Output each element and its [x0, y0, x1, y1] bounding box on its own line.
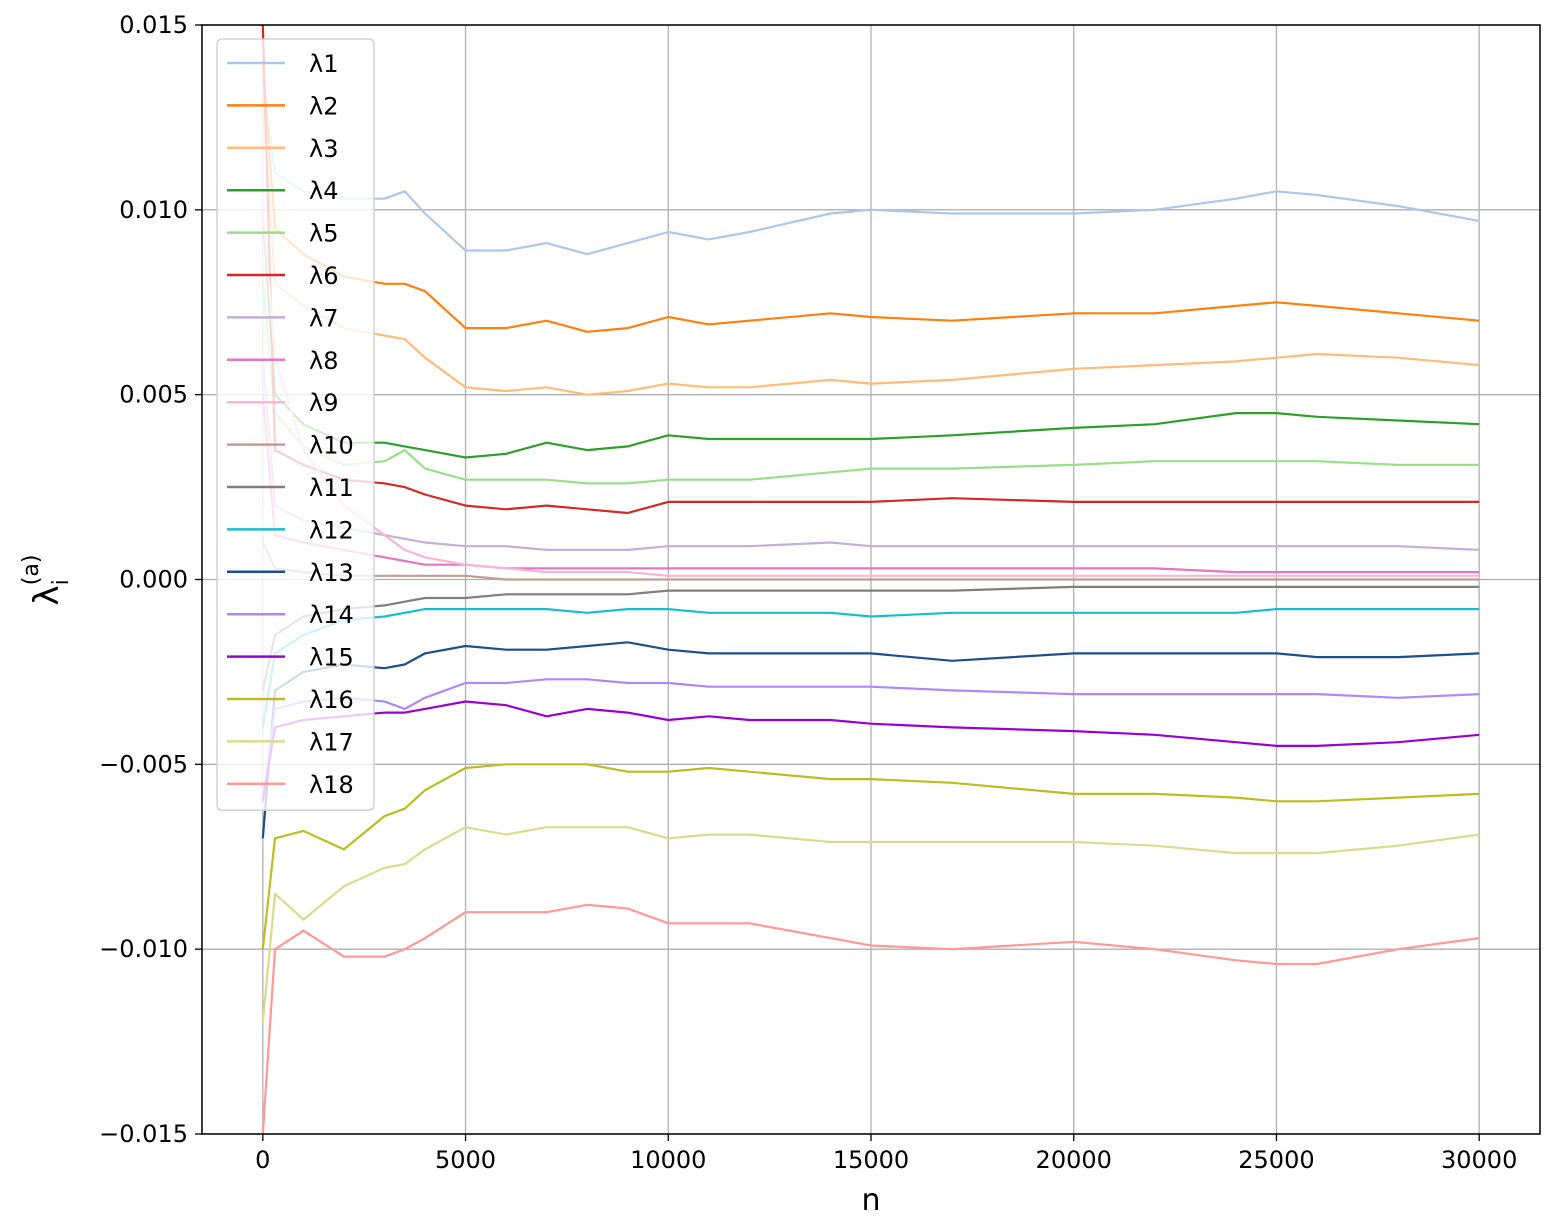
series-line-λ5 — [261, 283, 1480, 485]
x-axis-label: n — [861, 1183, 880, 1218]
legend-label: λ8 — [309, 347, 338, 375]
legend-label: λ17 — [309, 728, 354, 756]
legend: λ1 λ2 λ3 λ4 λ5 λ6 λ7 λ8 λ9 λ10 λ11 λ12 λ13 λ14 λ15 λ16 λ… — [216, 38, 375, 811]
x-tick-label: 30000 — [1441, 1146, 1517, 1174]
legend-label: λ14 — [309, 601, 354, 629]
y-tick-label: 0.010 — [119, 196, 188, 224]
legend-label: λ3 — [309, 135, 338, 163]
series-line-λ14 — [261, 678, 1480, 802]
legend-label: λ15 — [309, 644, 354, 672]
legend-label: λ7 — [309, 304, 338, 332]
y-tick-label: −0.015 — [99, 1120, 188, 1148]
legend-label: λ9 — [309, 389, 338, 417]
y-axis-label-superscript: (a) — [19, 555, 44, 586]
series-lines — [261, 24, 1480, 1135]
legend-label: λ12 — [309, 516, 354, 544]
x-tick-label: 10000 — [630, 1146, 706, 1174]
x-tick-label: 25000 — [1238, 1146, 1314, 1174]
y-tick-label: −0.010 — [99, 935, 188, 963]
legend-label: λ5 — [309, 220, 338, 248]
series-line-λ17 — [261, 826, 1480, 1024]
x-tick-label: 5000 — [435, 1146, 496, 1174]
y-tick-label: 0.000 — [119, 566, 188, 594]
series-line-λ2 — [261, 61, 1480, 333]
series-line-λ13 — [261, 641, 1480, 839]
series-line-λ15 — [261, 700, 1480, 802]
legend-label: λ16 — [309, 686, 354, 714]
series-line-λ18 — [261, 903, 1480, 1135]
y-tick-label: 0.015 — [119, 11, 188, 39]
y-axis-label: λi (a) — [19, 555, 74, 606]
legend-label: λ2 — [309, 92, 338, 120]
legend-label: λ4 — [309, 177, 338, 205]
legend-label: λ10 — [309, 432, 354, 460]
series-line-λ6 — [261, 24, 1480, 515]
series-line-λ10 — [261, 542, 1480, 581]
y-axis-label-main: λ — [27, 585, 67, 605]
legend-label: λ11 — [309, 474, 354, 502]
series-line-λ16 — [261, 763, 1480, 950]
series-line-λ12 — [261, 607, 1480, 728]
series-line-λ3 — [261, 98, 1480, 396]
series-line-λ8 — [261, 394, 1480, 574]
y-tick-label: −0.005 — [99, 750, 188, 778]
series-line-λ11 — [261, 585, 1480, 691]
series-line-λ4 — [261, 209, 1480, 459]
legend-label: λ6 — [309, 262, 338, 290]
y-axis-label-subscript: i — [49, 579, 74, 585]
legend-label: λ18 — [309, 771, 354, 799]
y-axis-ticks: −0.015 −0.010 −0.005 0.000 0.005 0.010 0.015 — [99, 11, 202, 1148]
legend-label: λ1 — [309, 50, 338, 78]
x-tick-label: 20000 — [1036, 1146, 1112, 1174]
x-axis-ticks: 0 5000 10000 15000 20000 25000 30000 — [255, 1134, 1517, 1174]
legend-label: λ13 — [309, 559, 354, 587]
series-line-λ9 — [261, 209, 1480, 577]
x-tick-label: 0 — [255, 1146, 270, 1174]
x-tick-label: 15000 — [833, 1146, 909, 1174]
series-line-λ1 — [261, 80, 1480, 256]
y-tick-label: 0.005 — [119, 381, 188, 409]
